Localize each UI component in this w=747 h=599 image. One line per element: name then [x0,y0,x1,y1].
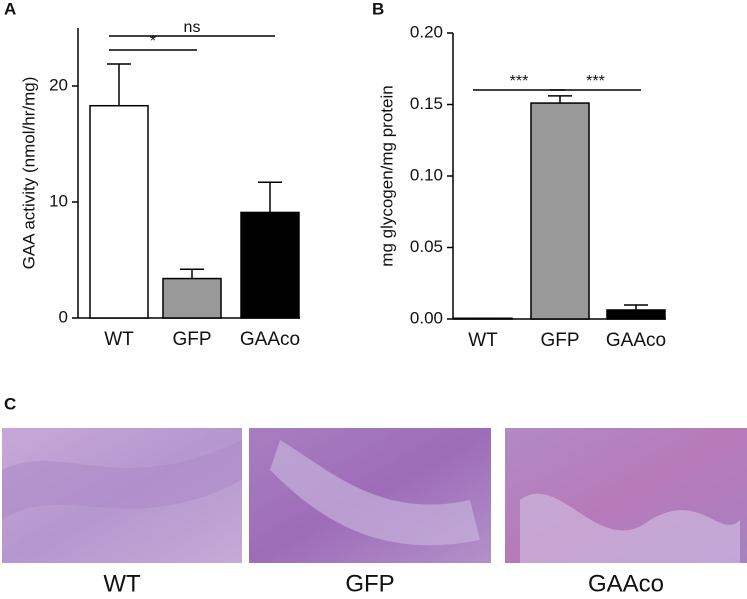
x-tick-label: WT [468,330,498,351]
bar [240,211,300,319]
significance-label: ns [184,19,201,36]
significance-label: *** [510,73,529,90]
image-detail [2,440,242,520]
image-detail [520,493,740,563]
image-detail [270,440,480,546]
bar [606,309,666,320]
x-tick-label: GAAco [606,330,666,351]
x-tick-label: GAAco [240,329,300,350]
panel-label: B [372,0,384,18]
image-caption: WT [103,570,141,597]
panel-label: C [4,394,16,413]
y-axis-label: GAA activity (nmol/hr/mg) [19,77,38,270]
image-caption: GFP [345,570,394,597]
y-tick-label: 10 [49,191,68,210]
x-tick-label: GFP [172,329,211,350]
significance-label: * [150,33,156,50]
x-tick-label: WT [104,329,134,350]
histology-images [2,428,747,563]
significance-label: *** [586,73,605,90]
image-caption: GAAco [588,570,664,597]
panel-label: A [4,0,16,18]
x-tick-label: GFP [540,330,579,351]
y-tick-label: 0.05 [410,237,443,256]
y-tick-label: 0 [59,307,68,326]
bar [162,277,222,319]
bar [89,104,149,319]
y-tick-label: 0.20 [410,22,443,41]
y-axis-label: mg glycogen/mg protein [377,85,396,266]
bar [530,102,590,320]
y-tick-label: 0.15 [410,94,443,113]
y-tick-label: 0.00 [410,308,443,327]
y-tick-label: 20 [49,75,68,94]
bar [453,317,513,320]
y-tick-label: 0.10 [410,165,443,184]
